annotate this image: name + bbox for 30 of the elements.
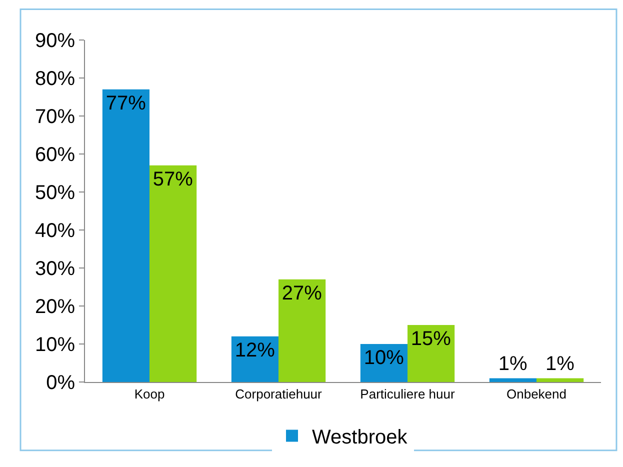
y-tick-label: 50% [34,182,76,204]
y-tick-label: 70% [34,106,76,128]
bar [536,378,584,382]
y-tick-label: 80% [34,68,76,90]
x-tick-label: Corporatiehuur [235,386,323,402]
data-label: 1% [498,353,528,376]
x-tick-label: Koop [134,386,165,402]
bar [231,336,278,382]
data-label: 57% [152,168,194,190]
x-tick-label: Onbekend [506,386,566,402]
data-label: 1% [545,353,575,376]
data-label: 12% [234,339,276,362]
y-tick-label: 0% [46,372,76,394]
y-tick-label: 10% [34,334,76,356]
x-tick-label: Particuliere huur [360,386,456,402]
data-label: 10% [364,347,404,369]
y-tick-label: 90% [34,30,76,52]
bar [102,89,150,382]
data-label: 27% [282,282,322,304]
y-tick-label: 20% [34,296,76,318]
data-label: 77% [106,92,146,114]
y-tick-label: 30% [34,258,76,280]
legend-label: Westbroek [312,426,408,448]
bar [489,378,536,382]
bar [150,165,197,382]
y-tick-label: 60% [34,144,76,166]
bar [408,325,455,382]
y-tick-label: 40% [34,220,76,242]
data-label: 15% [410,328,452,350]
bar [278,279,326,382]
